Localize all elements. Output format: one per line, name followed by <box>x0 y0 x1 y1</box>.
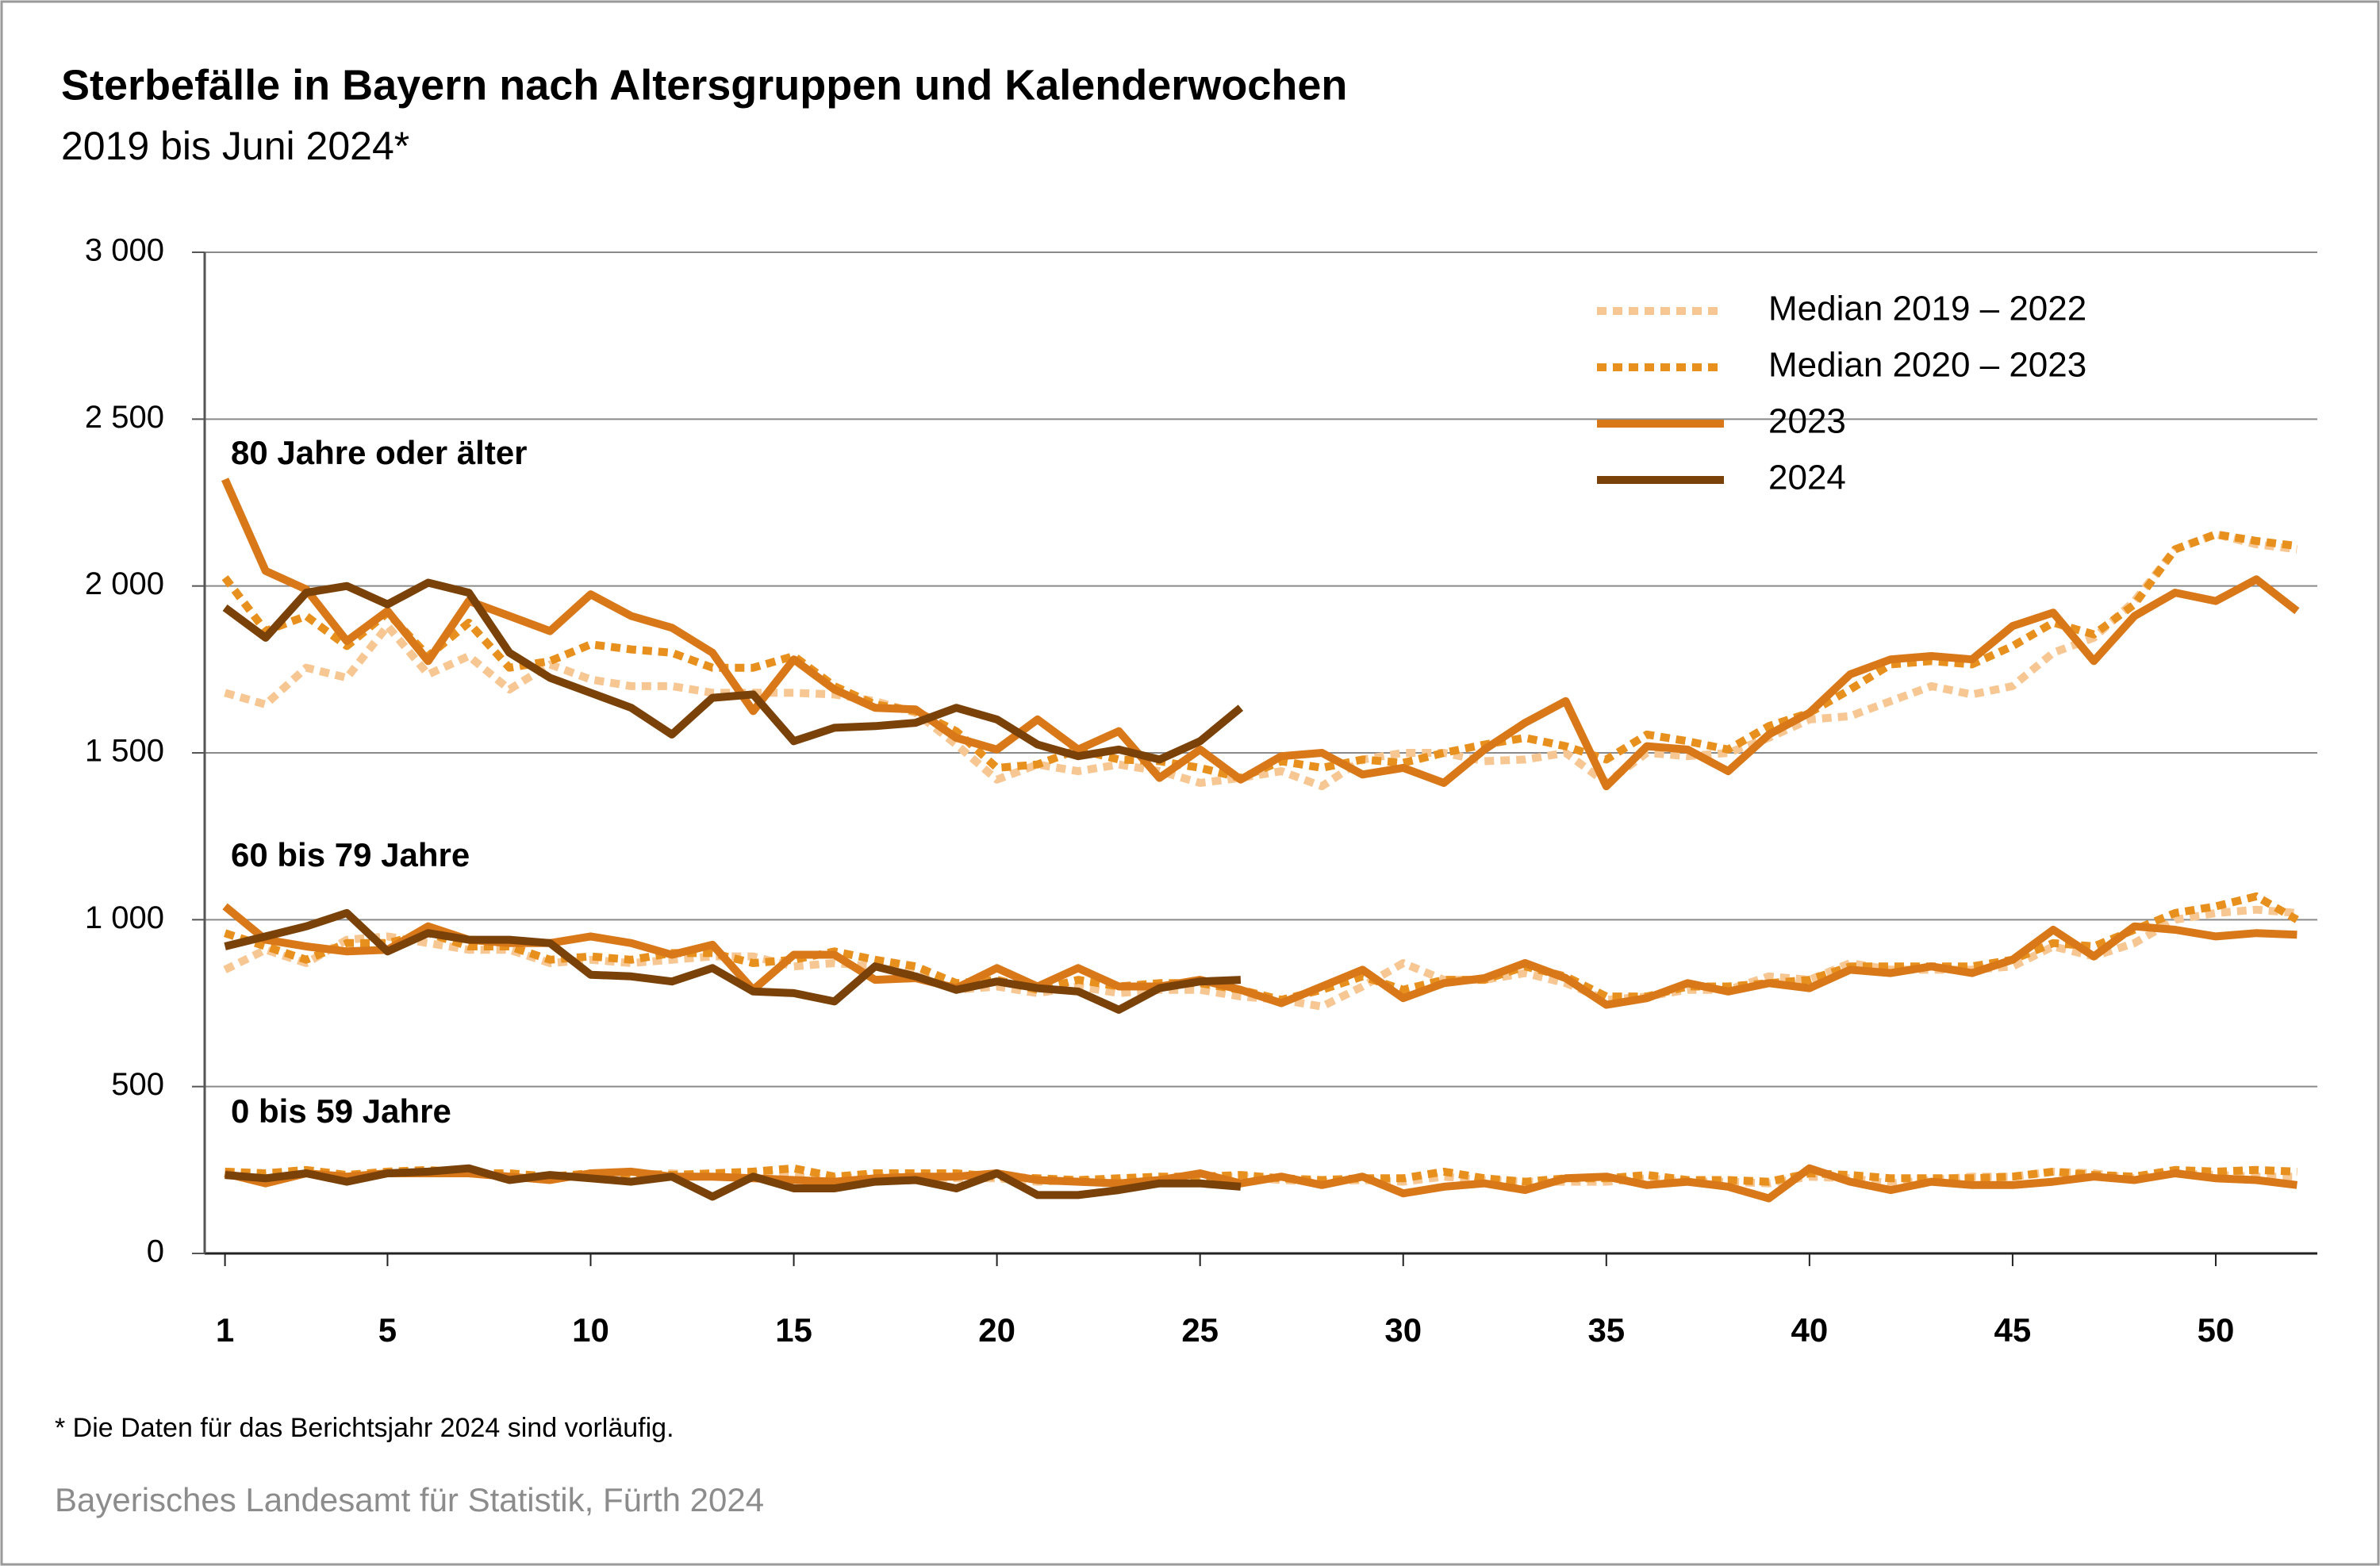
y-tick-label: 1 500 <box>85 734 164 769</box>
y-tick-label: 2 500 <box>85 400 164 435</box>
series-line <box>221 478 2300 791</box>
x-tick-label: 10 <box>572 1311 609 1349</box>
x-tick-label: 1 <box>216 1311 234 1349</box>
series-line <box>222 903 2297 1009</box>
x-tick-label: 20 <box>978 1311 1015 1349</box>
legend-label: Median 2020 – 2023 <box>1768 346 2086 385</box>
group-label: 0 bis 59 Jahre <box>231 1092 451 1130</box>
group-label: 80 Jahre oder älter <box>231 434 528 471</box>
x-tick-label: 15 <box>775 1311 812 1349</box>
x-tick-label: 35 <box>1587 1311 1625 1349</box>
x-tick-label: 30 <box>1384 1311 1422 1349</box>
footnote: * Die Daten für das Berichtsjahr 2024 si… <box>55 1413 674 1443</box>
x-tick-label: 5 <box>378 1311 397 1349</box>
series-line <box>224 908 1242 1014</box>
series-line <box>224 530 2298 791</box>
legend-label: 2023 <box>1768 402 1846 441</box>
group-label: 60 bis 79 Jahre <box>231 836 470 873</box>
legend-label: Median 2019 – 2022 <box>1768 290 2086 328</box>
y-tick-label: 0 <box>147 1234 164 1269</box>
x-tick-label: 45 <box>1994 1311 2032 1349</box>
y-tick-label: 1 000 <box>85 900 164 935</box>
source: Bayerisches Landesamt für Statistik, Für… <box>55 1481 764 1518</box>
chart-title: Sterbefälle in Bayern nach Altersgruppen… <box>61 61 1347 109</box>
series-line <box>222 578 1244 764</box>
y-tick-label: 3 000 <box>85 233 164 268</box>
x-tick-label: 40 <box>1791 1311 1828 1349</box>
legend-label: 2024 <box>1768 459 1846 497</box>
series-line <box>225 1164 1242 1201</box>
y-tick-label: 2 000 <box>85 566 164 601</box>
x-tick-label: 25 <box>1181 1311 1219 1349</box>
y-tick-label: 500 <box>111 1067 164 1102</box>
series-line <box>221 530 2298 782</box>
x-tick-label: 50 <box>2198 1311 2235 1349</box>
chart-subtitle: 2019 bis Juni 2024* <box>61 124 409 168</box>
